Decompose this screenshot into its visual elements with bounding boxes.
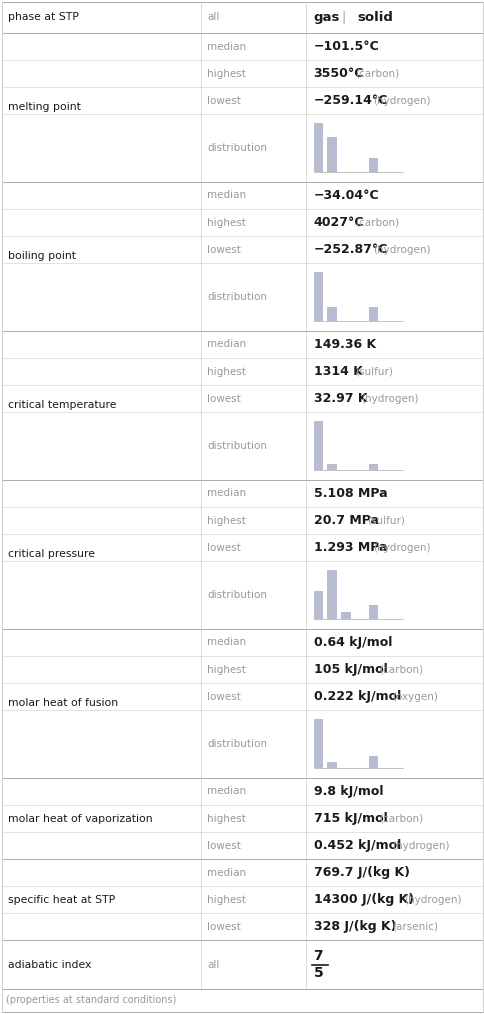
Bar [368, 604, 378, 619]
Text: 20.7 MPa: 20.7 MPa [313, 514, 378, 527]
Text: all: all [207, 12, 219, 22]
Bar [313, 272, 322, 320]
Text: lowest: lowest [207, 244, 241, 255]
Text: 1.293 MPa: 1.293 MPa [313, 541, 386, 554]
Text: distribution: distribution [207, 590, 267, 600]
Text: 105 kJ/mol: 105 kJ/mol [313, 663, 387, 676]
Text: median: median [207, 638, 246, 648]
Text: (hydrogen): (hydrogen) [373, 95, 430, 105]
Text: (properties at standard conditions): (properties at standard conditions) [6, 996, 177, 1006]
Text: critical pressure: critical pressure [8, 550, 95, 560]
Bar [313, 123, 322, 171]
Bar [327, 307, 336, 320]
Text: −252.87°C: −252.87°C [313, 243, 387, 257]
Text: median: median [207, 787, 246, 796]
Text: gas: gas [313, 11, 339, 24]
Text: (hydrogen): (hydrogen) [373, 542, 430, 553]
Bar [327, 463, 336, 469]
Bar [368, 307, 378, 320]
Text: 1314 K: 1314 K [313, 365, 362, 378]
Text: 0.452 kJ/mol: 0.452 kJ/mol [313, 840, 400, 852]
Text: specific heat at STP: specific heat at STP [8, 894, 116, 904]
Text: (carbon): (carbon) [379, 664, 423, 674]
Text: highest: highest [207, 218, 246, 227]
Text: lowest: lowest [207, 95, 241, 105]
Text: 32.97 K: 32.97 K [313, 392, 366, 406]
Bar [313, 591, 322, 619]
Text: median: median [207, 868, 246, 878]
Text: (hydrogen): (hydrogen) [360, 393, 418, 404]
Text: highest: highest [207, 366, 246, 376]
Bar [327, 137, 336, 171]
Bar [368, 755, 378, 768]
Bar [341, 611, 350, 619]
Text: −34.04°C: −34.04°C [313, 189, 378, 202]
Text: 0.64 kJ/mol: 0.64 kJ/mol [313, 636, 391, 649]
Text: distribution: distribution [207, 441, 267, 451]
Text: 14300 J/(kg K): 14300 J/(kg K) [313, 893, 413, 907]
Text: median: median [207, 489, 246, 499]
Text: highest: highest [207, 664, 246, 674]
Bar [327, 570, 336, 619]
Text: (carbon): (carbon) [379, 813, 423, 823]
Text: critical temperature: critical temperature [8, 401, 117, 411]
Text: all: all [207, 959, 219, 969]
Text: distribution: distribution [207, 739, 267, 749]
Text: (carbon): (carbon) [354, 69, 398, 79]
Text: lowest: lowest [207, 922, 241, 932]
Bar [313, 421, 322, 469]
Text: molar heat of fusion: molar heat of fusion [8, 699, 118, 709]
Text: highest: highest [207, 813, 246, 823]
Bar [327, 762, 336, 768]
Text: molar heat of vaporization: molar heat of vaporization [8, 813, 153, 823]
Text: |: | [341, 11, 345, 24]
Text: 0.222 kJ/mol: 0.222 kJ/mol [313, 691, 400, 703]
Text: phase at STP: phase at STP [8, 12, 79, 22]
Text: −259.14°C: −259.14°C [313, 94, 387, 107]
Text: highest: highest [207, 515, 246, 525]
Text: lowest: lowest [207, 542, 241, 553]
Text: 3550°C: 3550°C [313, 67, 363, 80]
Text: median: median [207, 191, 246, 201]
Text: melting point: melting point [8, 102, 81, 113]
Text: −101.5°C: −101.5°C [313, 40, 378, 53]
Text: distribution: distribution [207, 292, 267, 302]
Text: (carbon): (carbon) [354, 218, 398, 227]
Text: adiabatic index: adiabatic index [8, 959, 91, 969]
Text: 328 J/(kg K): 328 J/(kg K) [313, 921, 395, 933]
Text: 149.36 K: 149.36 K [313, 338, 375, 351]
Text: lowest: lowest [207, 692, 241, 702]
Text: 4027°C: 4027°C [313, 216, 363, 229]
Text: highest: highest [207, 894, 246, 904]
Text: 5: 5 [313, 966, 323, 981]
Text: median: median [207, 340, 246, 350]
Text: 715 kJ/mol: 715 kJ/mol [313, 812, 387, 825]
Text: (hydrogen): (hydrogen) [391, 841, 449, 851]
Bar [313, 719, 322, 768]
Text: 769.7 J/(kg K): 769.7 J/(kg K) [313, 866, 408, 879]
Text: highest: highest [207, 69, 246, 79]
Text: median: median [207, 42, 246, 52]
Text: 7: 7 [313, 949, 322, 963]
Text: 5.108 MPa: 5.108 MPa [313, 487, 386, 500]
Text: lowest: lowest [207, 841, 241, 851]
Text: (sulfur): (sulfur) [354, 366, 392, 376]
Text: solid: solid [357, 11, 393, 24]
Text: boiling point: boiling point [8, 251, 76, 262]
Text: 9.8 kJ/mol: 9.8 kJ/mol [313, 785, 382, 798]
Bar [368, 463, 378, 469]
Text: (hydrogen): (hydrogen) [404, 894, 461, 904]
Bar [368, 158, 378, 171]
Text: distribution: distribution [207, 143, 267, 153]
Text: (hydrogen): (hydrogen) [373, 244, 430, 255]
Text: lowest: lowest [207, 393, 241, 404]
Text: (sulfur): (sulfur) [366, 515, 404, 525]
Text: (oxygen): (oxygen) [391, 692, 437, 702]
Text: (arsenic): (arsenic) [391, 922, 437, 932]
